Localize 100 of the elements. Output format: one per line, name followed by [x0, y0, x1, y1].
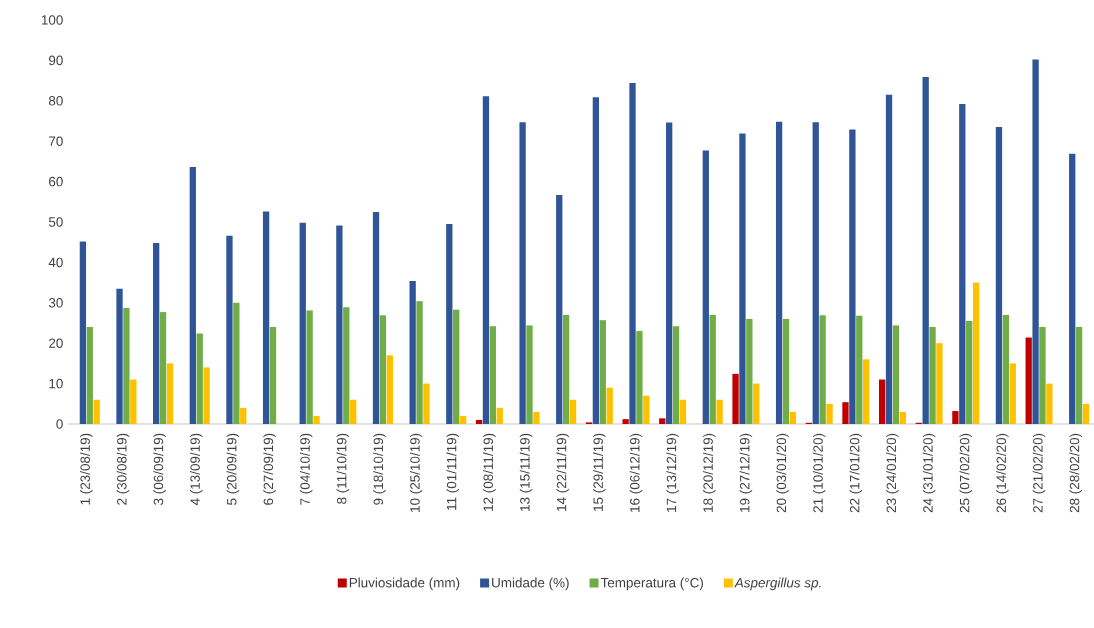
bar [262, 211, 270, 424]
bar [863, 359, 870, 424]
bar [453, 309, 460, 424]
x-tick-label: 15 (29/11/19) [593, 433, 606, 511]
bar [842, 402, 849, 424]
bar [189, 167, 196, 424]
legend-label: Pluviosidade (mm) [349, 577, 460, 591]
x-tick-label: 5 (20/09/19) [226, 433, 240, 505]
x-tick-label: 1 (23/08/19) [80, 433, 93, 505]
bar [1025, 337, 1032, 424]
bar [1069, 153, 1076, 424]
bar [233, 302, 240, 424]
bar [350, 399, 357, 424]
bar [789, 411, 797, 424]
y-tick-label: 80 [48, 96, 63, 106]
x-tick-label: 22 (17/01/20) [849, 433, 863, 513]
bar [606, 387, 613, 424]
bar [878, 379, 886, 424]
bar [599, 320, 606, 424]
x-tick-label: 9 (18/10/19) [373, 433, 386, 505]
bar [952, 411, 959, 424]
bar [636, 331, 643, 424]
legend-label: Aspergillus sp. [734, 577, 821, 591]
bar [123, 308, 130, 424]
bar [812, 122, 819, 424]
bar [922, 76, 929, 424]
x-tick-label: 21 (10/01/20) [812, 433, 826, 513]
bar [1039, 327, 1046, 424]
bar [629, 83, 636, 424]
x-tick-label: 23 (24/01/20) [886, 433, 899, 513]
x-tick-label: 26 (14/02/20) [996, 433, 1009, 513]
bar [643, 395, 650, 424]
bar [782, 318, 790, 424]
bar [732, 373, 739, 424]
y-tick-label: 0 [56, 419, 63, 429]
x-tick-label: 18 (20/12/19) [702, 433, 716, 512]
x-tick-label: 10 (25/10/19) [409, 433, 423, 512]
bar [519, 122, 526, 424]
bar [533, 411, 540, 424]
bar [672, 326, 680, 424]
legend-label: Umidade (%) [492, 577, 569, 591]
bar [240, 407, 247, 424]
x-tick-label: 24 (31/01/20) [922, 433, 936, 513]
bar [569, 399, 577, 424]
bar [343, 307, 350, 424]
bar [819, 315, 826, 424]
legend-label: Temperatura (°C) [600, 577, 703, 591]
bar [386, 355, 393, 424]
bar [562, 314, 570, 424]
bar [1032, 59, 1039, 424]
y-tick-label: 100 [41, 15, 63, 25]
bar [203, 367, 210, 424]
bar [475, 419, 483, 424]
bar [775, 121, 783, 424]
x-tick-label: 8 (11/10/19) [336, 433, 350, 504]
x-tick-label: 13 (15/11/19) [519, 433, 533, 511]
bar [423, 383, 430, 424]
bar [86, 327, 93, 424]
bar [130, 379, 137, 424]
bar [995, 127, 1003, 424]
bar [849, 129, 856, 424]
bar [526, 325, 533, 424]
y-tick-label: 40 [48, 257, 63, 268]
y-tick-label: 10 [49, 378, 63, 389]
bar [556, 194, 563, 424]
bar [226, 235, 233, 424]
bar [269, 327, 277, 424]
bar [826, 403, 833, 424]
bar [496, 407, 503, 424]
bar [679, 399, 687, 424]
bar [1082, 403, 1090, 424]
bar [166, 363, 174, 424]
bar [746, 318, 753, 424]
x-tick-label: 25 (07/02/20) [959, 433, 973, 513]
bar [1046, 383, 1053, 424]
bar [159, 312, 167, 424]
bar [446, 224, 453, 424]
x-tick-label: 7 (04/10/19) [299, 433, 313, 505]
bar [936, 343, 943, 424]
x-tick-label: 28 (28/02/20) [1069, 433, 1082, 513]
y-tick-label: 70 [49, 136, 63, 146]
bar [306, 310, 313, 424]
bar [79, 241, 87, 424]
x-tick-label: 14 (22/11/19) [556, 433, 569, 511]
x-tick-label: 12 (08/11/19) [483, 433, 496, 511]
bar [959, 104, 966, 424]
bar [372, 211, 380, 424]
bar [1075, 327, 1083, 424]
bar [972, 282, 980, 424]
bar [482, 96, 490, 424]
bar [899, 411, 906, 424]
x-tick-label: 16 (06/12/19) [629, 433, 643, 512]
y-tick-label: 60 [49, 176, 63, 187]
bar [659, 418, 666, 424]
x-tick-label: 11 (01/11/19) [446, 433, 460, 510]
bar [929, 327, 936, 424]
bar [716, 399, 723, 424]
bar [739, 133, 746, 424]
y-tick-label: 30 [48, 298, 63, 308]
bar [299, 222, 306, 424]
